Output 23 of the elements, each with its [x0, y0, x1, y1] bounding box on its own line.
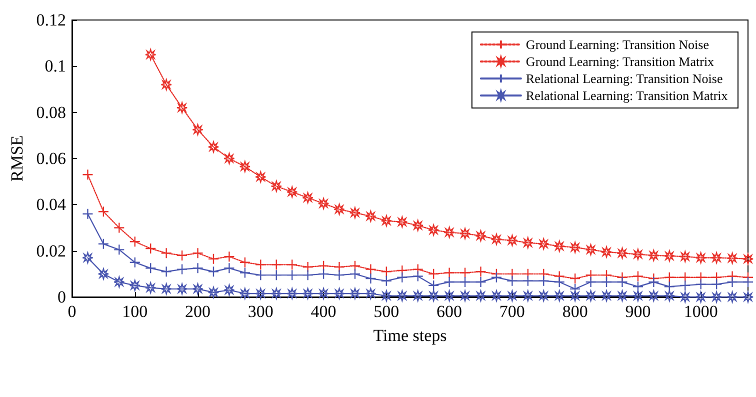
legend-label: Relational Learning: Transition Noise [526, 71, 723, 86]
x-tick-label: 500 [374, 302, 400, 321]
legend-label: Relational Learning: Transition Matrix [526, 88, 728, 103]
y-tick-label: 0.04 [36, 195, 66, 214]
x-tick-label: 200 [185, 302, 211, 321]
y-tick-label: 0.02 [36, 241, 66, 260]
x-tick-label: 600 [436, 302, 462, 321]
y-tick-label: 0.12 [36, 10, 66, 30]
x-axis-title: Time steps [373, 326, 447, 345]
x-tick-label: 800 [562, 302, 588, 321]
x-tick-label: 1000 [684, 302, 718, 321]
x-tick-label: 400 [310, 302, 336, 321]
legend-label: Ground Learning: Transition Noise [526, 37, 710, 52]
y-tick-label: 0.1 [44, 56, 66, 76]
legend-label: Ground Learning: Transition Matrix [526, 54, 715, 69]
y-tick-label: 0.08 [36, 102, 66, 122]
y-tick-label: 0 [58, 288, 66, 306]
y-axis-title: RMSE [7, 135, 26, 182]
y-tick-label: 0.06 [36, 149, 66, 168]
x-tick-label: 300 [248, 302, 274, 321]
x-tick-label: 900 [625, 302, 651, 321]
x-tick-label: 700 [499, 302, 525, 321]
x-tick-label: 100 [122, 302, 148, 321]
